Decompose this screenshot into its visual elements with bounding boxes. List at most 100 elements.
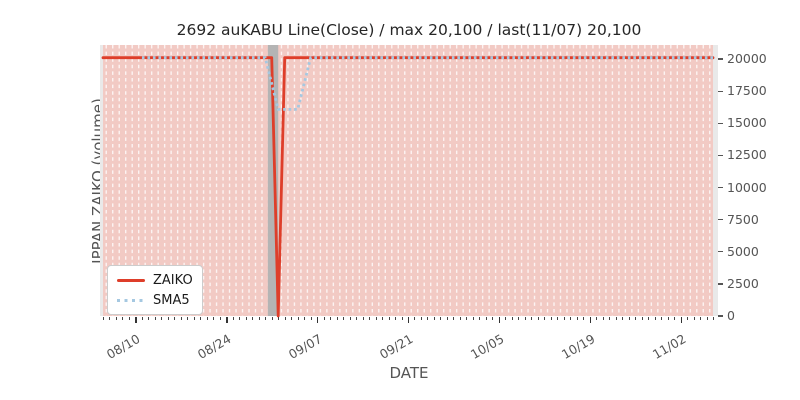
x-tick-mark (128, 316, 130, 320)
x-tick-mark (148, 316, 150, 320)
y-tick-mark (718, 251, 723, 253)
x-tick-mark (395, 316, 397, 320)
x-tick-mark (414, 316, 416, 320)
x-tick-mark (317, 316, 319, 323)
x-tick-mark (232, 316, 234, 320)
x-tick-mark (557, 316, 559, 320)
x-tick-mark (206, 316, 208, 320)
x-tick-mark (304, 316, 306, 320)
x-tick-mark (453, 316, 455, 320)
x-tick-mark (323, 316, 325, 320)
y-tick-label: 2500 (727, 275, 759, 291)
x-tick-mark (583, 316, 585, 320)
x-tick-mark (550, 316, 552, 320)
x-tick-mark (524, 316, 526, 320)
legend-row-zaiko: ZAIKO (117, 273, 193, 288)
x-tick-mark (271, 316, 273, 320)
x-tick-mark (628, 316, 630, 320)
x-tick-mark (167, 316, 169, 320)
x-tick-mark (511, 316, 513, 320)
x-tick-mark (180, 316, 182, 320)
y-tick-mark (718, 315, 723, 317)
y-tick-mark (718, 186, 723, 189)
y-tick-mark (718, 90, 723, 92)
legend: ZAIKO SMA5 (107, 265, 203, 315)
x-tick-mark (440, 316, 442, 320)
y-tick-mark (718, 219, 723, 221)
x-tick-mark (615, 316, 617, 320)
y-tick-mark (718, 154, 723, 157)
x-tick-mark (706, 316, 708, 320)
x-tick-mark (570, 316, 572, 320)
x-tick-mark (330, 316, 332, 320)
zaiko-line-swatch (117, 279, 145, 282)
x-tick-mark (700, 316, 702, 320)
y-tick-mark (718, 122, 723, 124)
x-tick-mark (687, 316, 689, 320)
x-tick-mark (427, 316, 429, 320)
x-tick-mark (680, 316, 682, 323)
x-tick-mark (576, 316, 578, 320)
x-tick-mark (187, 316, 189, 320)
chart-title: 2692 auKABU Line(Close) / max 20,100 / l… (176, 21, 642, 39)
legend-label-zaiko: ZAIKO (153, 273, 193, 288)
x-tick-mark (596, 316, 598, 320)
x-tick-mark (336, 316, 338, 320)
x-axis-label: DATE (389, 364, 429, 382)
x-tick-mark (648, 316, 650, 320)
y-tick-label: 7500 (727, 211, 759, 227)
x-tick-mark (674, 316, 676, 320)
x-tick-mark (602, 316, 604, 320)
x-tick-mark (245, 316, 247, 320)
x-tick-mark (531, 316, 533, 320)
y-tick-mark (718, 283, 723, 285)
x-tick-mark (492, 316, 494, 320)
y-tick-label: 5000 (727, 243, 759, 259)
x-tick-mark (122, 316, 124, 320)
y-tick-label: 12500 (727, 147, 767, 163)
x-tick-mark (635, 316, 637, 320)
x-tick-mark (654, 316, 656, 320)
x-tick-mark (518, 316, 520, 320)
sma5-line-swatch (117, 299, 145, 302)
x-tick-mark (291, 316, 293, 320)
x-tick-mark (135, 316, 137, 323)
x-tick-mark (356, 316, 358, 320)
x-tick-mark (388, 316, 390, 320)
y-tick-label: 10000 (727, 179, 767, 195)
x-tick-mark (609, 316, 611, 320)
x-tick-mark (200, 316, 202, 320)
x-tick-mark (713, 316, 714, 320)
x-tick-mark (661, 316, 663, 320)
x-tick-mark (161, 316, 163, 320)
x-tick-mark (343, 316, 345, 320)
x-tick-mark (154, 316, 156, 320)
x-tick-mark (537, 316, 539, 320)
x-tick-mark (115, 316, 117, 320)
x-tick-mark (459, 316, 461, 320)
x-tick-mark (485, 316, 487, 320)
x-tick-mark (362, 316, 364, 320)
x-tick-mark (479, 316, 481, 320)
x-tick-mark (375, 316, 377, 320)
y-tick-mark (718, 58, 723, 60)
x-tick-mark (258, 316, 260, 320)
x-tick-mark (174, 316, 176, 320)
x-tick-mark (109, 316, 111, 320)
x-tick-mark (589, 316, 591, 323)
x-tick-mark (239, 316, 241, 320)
x-tick-mark (446, 316, 448, 320)
y-tick-label: 0 (727, 308, 735, 323)
y-tick-label: 17500 (727, 83, 767, 99)
x-tick-mark (622, 316, 624, 320)
legend-row-sma5: SMA5 (117, 293, 193, 308)
x-tick-mark (466, 316, 468, 320)
x-tick-mark (310, 316, 312, 320)
y-tick-label: 20000 (727, 51, 767, 66)
x-tick-mark (641, 316, 643, 320)
y-tick-label: 15000 (727, 115, 767, 131)
x-tick-mark (297, 316, 299, 320)
x-tick-mark (141, 316, 143, 320)
